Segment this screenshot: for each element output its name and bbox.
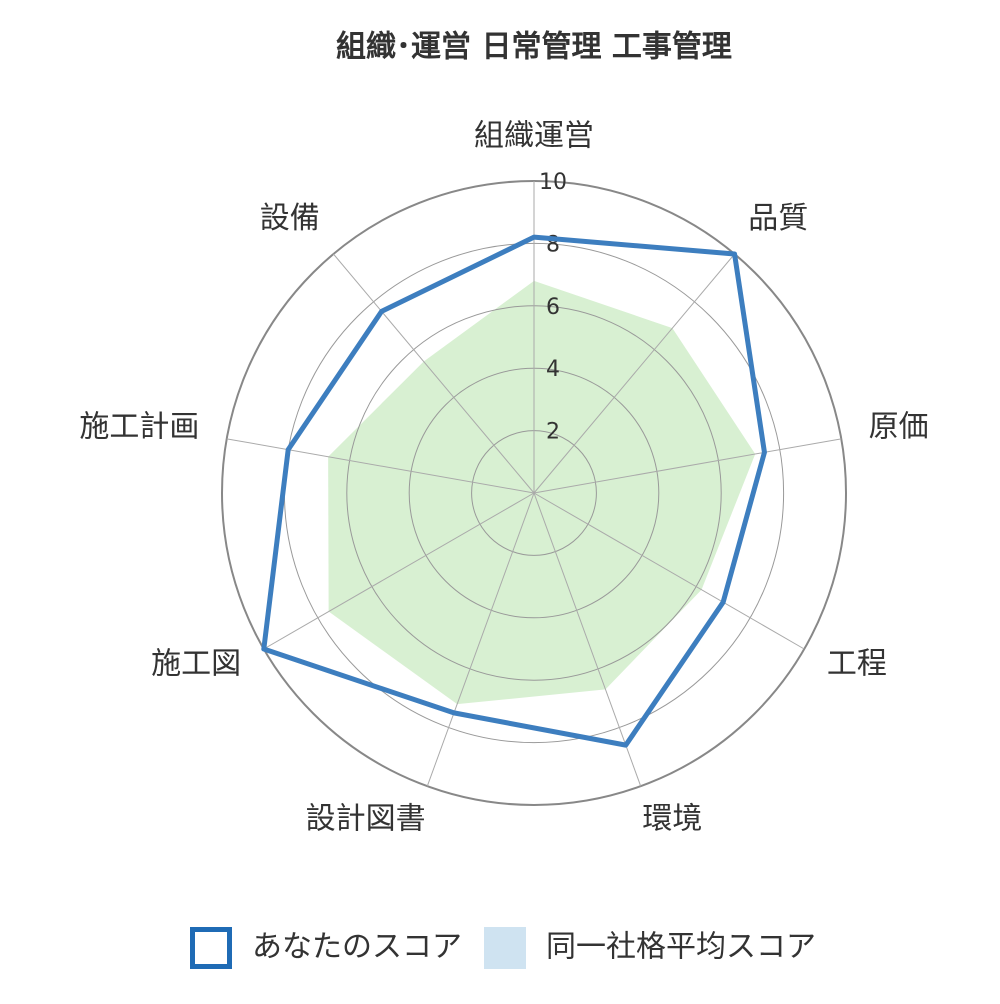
r-tick-label: 4	[546, 357, 560, 382]
radar-line	[261, 234, 767, 748]
category-label: 品質	[748, 201, 808, 236]
legend-swatch	[484, 927, 526, 969]
radar-area	[328, 280, 756, 705]
legend-swatch	[190, 927, 232, 969]
grid-spoke	[226, 438, 535, 494]
r-tick-label: 10	[539, 170, 567, 195]
grid-spoke	[263, 492, 535, 650]
grid-spoke	[426, 492, 535, 787]
category-label: 施工計画	[79, 409, 199, 444]
grid-spoke	[533, 438, 842, 494]
category-label: 工程	[827, 647, 887, 682]
grid-spoke	[533, 492, 642, 787]
r-tick-label: 6	[546, 295, 560, 320]
chart-title: 組織･運営 日常管理 工事管理	[336, 30, 732, 65]
grid-spoke	[533, 253, 735, 494]
r-tick-label: 2	[546, 420, 560, 445]
category-label: 施工図	[151, 647, 241, 682]
grid-spoke	[533, 492, 805, 650]
grid-spoke	[333, 253, 535, 494]
legend-label: あなたのスコア	[252, 930, 462, 965]
category-label: 環境	[642, 801, 702, 836]
category-label: 設備	[260, 201, 320, 236]
legend-label: 同一社格平均スコア	[546, 930, 816, 965]
category-label: 組織運営	[474, 119, 594, 154]
category-label: 原価	[869, 409, 929, 444]
category-label: 設計図書	[306, 801, 426, 836]
